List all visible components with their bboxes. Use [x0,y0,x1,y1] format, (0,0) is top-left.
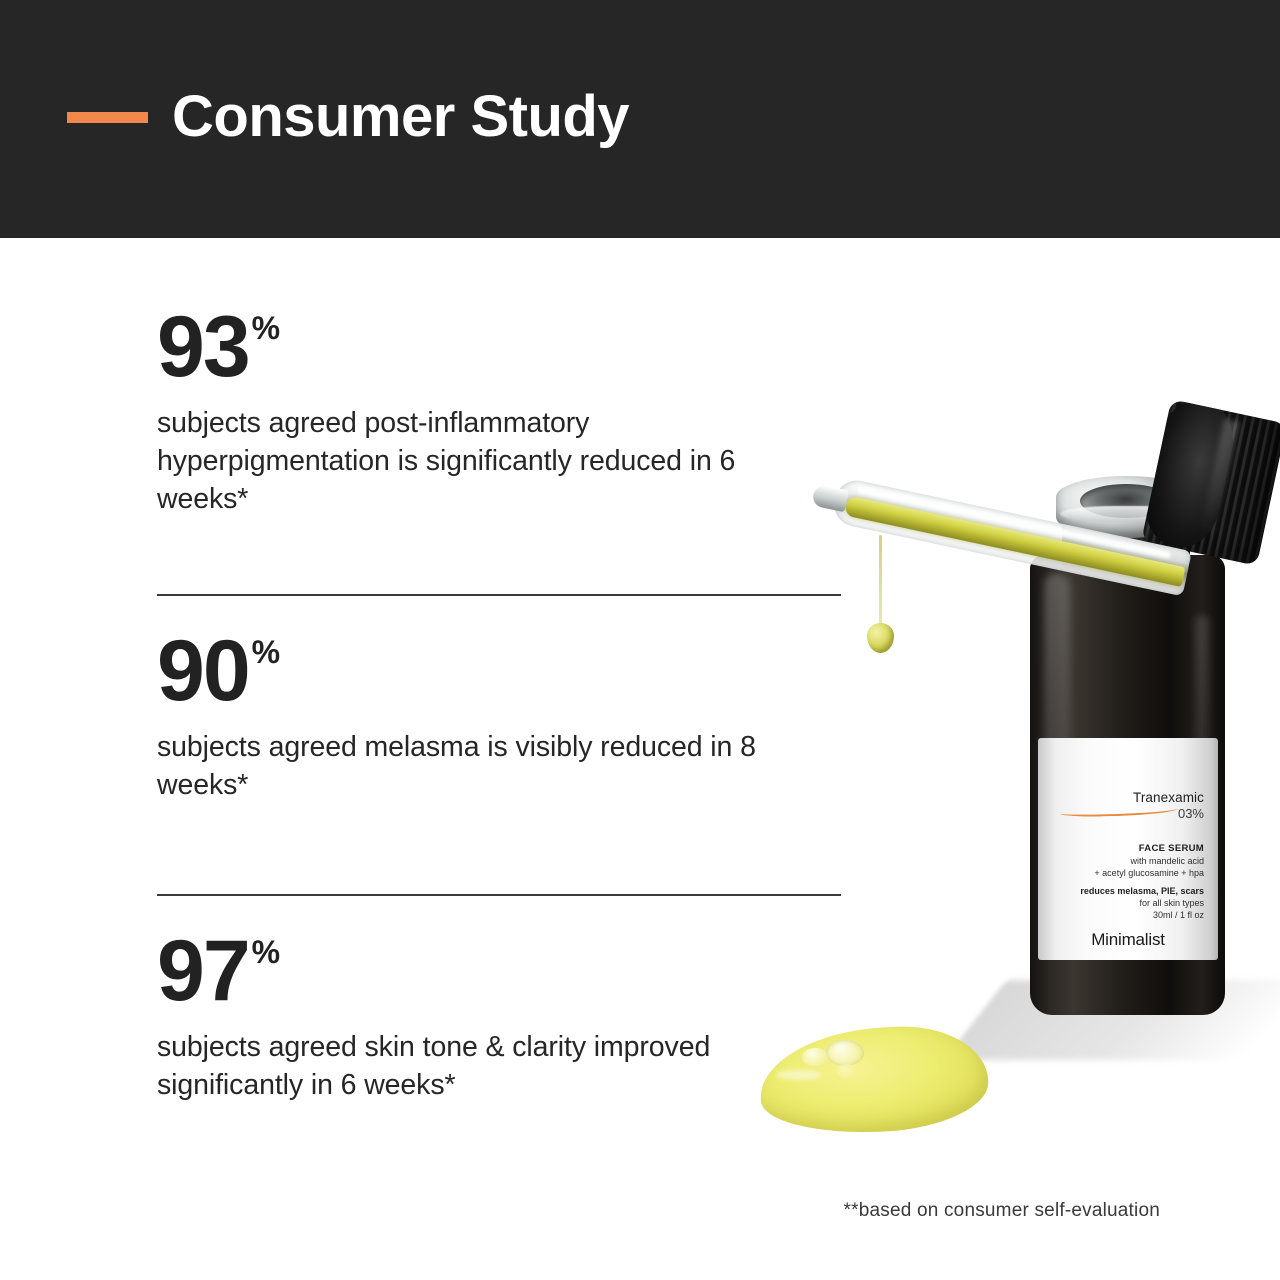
puddle-bubble [802,1048,828,1066]
puddle-bubble [826,1040,864,1066]
stat-description: subjects agreed post-inflammatory hyperp… [157,407,736,515]
stat-block: 90 % subjects agreed melasma is visibly … [157,623,797,805]
serum-drip-thread [879,535,882,625]
label-accent-swoosh-icon [1059,804,1179,818]
stat-number: 97 % [157,923,797,1019]
stat-unit: % [251,634,281,670]
stat-block: 93 % subjects agreed post-inflammatory h… [157,299,797,519]
stat-number: 90 % [157,623,797,719]
serum-droplet [867,623,894,653]
footnote: **based on consumer self-evaluation [843,1200,1160,1221]
product-image: Tranexamic 03% FACE SERUM with mandelic … [740,380,1280,1180]
label-volume: 30ml / 1 fl oz [1152,910,1204,920]
stat-block: 97 % subjects agreed skin tone & clarity… [157,923,797,1105]
page-header: Consumer Study [0,0,1280,238]
stat-number: 93 % [157,299,797,395]
stat-description: subjects agreed skin tone & clarity impr… [157,1031,711,1101]
accent-dash-icon [67,111,148,123]
puddle-highlight [776,1070,822,1080]
stat-divider [157,594,841,596]
stat-value: 97 [157,923,251,1019]
puddle-bubble [836,1064,858,1078]
stat-unit: % [251,310,281,346]
label-benefit: reduces melasma, PIE, scars [1080,886,1204,896]
stat-description: subjects agreed melasma is visibly reduc… [157,731,756,801]
header-content: Consumer Study [67,84,630,149]
label-product-type: FACE SERUM [1138,843,1204,854]
stat-unit: % [251,934,281,970]
stat-value: 90 [157,623,251,719]
label-ingredient: Tranexamic [1132,790,1204,805]
stat-divider [157,894,841,896]
label-brand-logo: Minimalist [1091,930,1165,949]
label-skin-type: for all skin types [1139,898,1204,908]
stat-value: 93 [157,299,251,395]
label-concentration: 03% [1177,806,1204,821]
page-title: Consumer Study [172,84,630,149]
label-detail-1: with mandelic acid [1130,856,1204,866]
dropper-cap [1141,399,1280,566]
bottle-label: Tranexamic 03% FACE SERUM with mandelic … [1038,738,1218,960]
label-detail-2: + acetyl glucosamine + hpa [1094,868,1204,878]
